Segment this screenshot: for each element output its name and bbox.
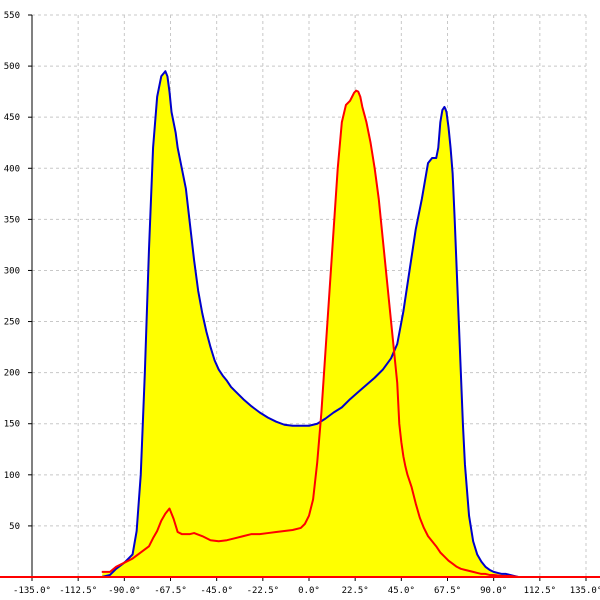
x-tick-label: 135.0° (570, 586, 600, 596)
y-tick-label: 450 (4, 113, 20, 123)
y-tick-label: 500 (4, 62, 20, 72)
x-tick-label: -90.0° (108, 586, 141, 596)
y-tick-label: 300 (4, 266, 20, 276)
x-tick-label: 0.0° (298, 586, 320, 596)
series-layer (0, 70, 600, 578)
series-line-2 (101, 89, 519, 578)
x-tick-label: 67.5° (434, 586, 461, 596)
y-tick-label: 350 (4, 215, 20, 225)
y-tick-label: 150 (4, 420, 20, 430)
y-tick-label: 400 (4, 164, 20, 174)
axes (28, 14, 587, 581)
x-tick-label: 112.5° (524, 586, 557, 596)
y-tick-label: 550 (4, 11, 20, 21)
x-tick-label: 90.0° (480, 586, 507, 596)
y-tick-label: 250 (4, 318, 20, 328)
y-tick-labels: 50 100 150 200 250 300 350 400 450 500 550 (4, 11, 20, 532)
x-tick-labels: -135.0° -112.5° -90.0° -67.5° -45.0° -22.5° 0.… (13, 586, 600, 596)
x-tick-label: -135.0° (13, 586, 51, 596)
series-line-1 (101, 70, 519, 578)
fill-layer (101, 71, 519, 577)
y-tick-label: 200 (4, 369, 20, 379)
x-tick-label: -112.5° (59, 586, 97, 596)
x-tick-label: -22.5° (247, 586, 280, 596)
x-tick-label: -67.5° (154, 586, 187, 596)
y-tick-label: 100 (4, 471, 20, 481)
histogram-fill (101, 71, 519, 577)
x-tick-label: 22.5° (342, 586, 369, 596)
y-tick-label: 50 (9, 522, 20, 532)
x-tick-label: 45.0° (388, 586, 415, 596)
x-tick-label: -45.0° (200, 586, 233, 596)
